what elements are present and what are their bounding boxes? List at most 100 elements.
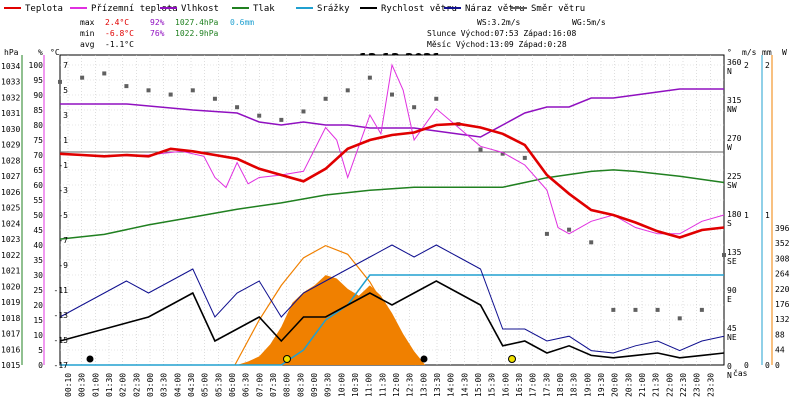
humidity-tick: 50: [33, 211, 43, 220]
x-axis-label: čas: [733, 368, 748, 378]
humidity-tick: 35: [33, 256, 43, 265]
temp-tick: -3: [58, 186, 68, 195]
hpa-tick: 1018: [1, 314, 20, 323]
stats-moon: Měsíc Východ:13:09 Západ:0:28: [427, 40, 567, 49]
stats-max-press: 1027.4hPa: [175, 18, 219, 27]
x-tick-label: 09:00: [310, 373, 319, 397]
humidity-tick: 20: [33, 301, 43, 310]
hpa-tick: 1023: [1, 235, 20, 244]
temp-tick: 1: [63, 136, 68, 145]
moonrise-marker: [420, 355, 428, 363]
direction-compass: SW: [727, 181, 737, 190]
legend: Teplota Přízemní teplota Vlhkost Tlak Srážky…: [4, 4, 585, 14]
stats-max-temp: 2.4°C: [105, 18, 129, 27]
hpa-tick: 1015: [1, 361, 20, 370]
rain-line: [60, 274, 724, 366]
temp-tick: 7: [63, 61, 68, 70]
x-tick-label: 11:30: [378, 373, 387, 397]
x-tick-label: 05:30: [214, 373, 223, 397]
wind-direction-point: [58, 79, 62, 84]
stats-ws: WS:3.2m/s: [477, 18, 521, 27]
x-tick-label: 18:30: [570, 373, 579, 397]
stats-min-label: min: [80, 29, 95, 38]
stats-max-rain: 0.6mm: [230, 18, 254, 27]
direction-axis-label: °: [727, 48, 732, 57]
ms-tick: 2: [744, 61, 749, 70]
x-tick-label: 21:00: [638, 373, 647, 397]
direction-compass: SE: [727, 257, 737, 266]
stats-max-label: max: [80, 18, 95, 27]
humidity-tick: 10: [33, 331, 43, 340]
mm-tick: 0: [765, 361, 770, 370]
solar-tick: 132: [775, 315, 790, 324]
x-tick-label: 14:00: [447, 373, 456, 397]
temp-tick: -1: [58, 161, 68, 170]
wind-direction-point: [323, 96, 328, 101]
solar-tick: 88: [775, 330, 785, 339]
x-tick-label: 22:00: [665, 373, 674, 397]
direction-compass: E: [727, 295, 732, 304]
ms-axis-label: m/s: [742, 48, 757, 57]
direction-compass: S: [727, 219, 732, 228]
direction-tick: 360: [727, 58, 742, 67]
direction-tick: 45: [727, 324, 737, 333]
wind-direction-point: [212, 96, 217, 101]
x-tick-label: 17:30: [542, 373, 551, 397]
direction-tick: 0: [727, 362, 732, 371]
solar-tick: 220: [775, 285, 790, 294]
hpa-tick: 1026: [1, 188, 20, 197]
temp-tick: -15: [54, 336, 69, 345]
wind-direction-point: [544, 231, 549, 236]
mm-tick: 1: [765, 211, 770, 220]
wind-direction-point: [390, 92, 394, 97]
legend-label-6: Náraz větru: [465, 4, 525, 14]
x-tick-label: 21:30: [652, 373, 661, 397]
mm-tick: 2: [765, 61, 770, 70]
wind-direction-point: [190, 88, 195, 93]
humidity-tick: 70: [33, 151, 43, 160]
wind-direction-point: [412, 105, 417, 110]
hpa-tick: 1021: [1, 267, 20, 276]
wind-direction-point: [655, 307, 660, 312]
x-tick-label: 16:30: [515, 373, 524, 397]
hpa-tick: 1028: [1, 156, 20, 165]
x-tick-label: 05:00: [201, 373, 210, 397]
humidity-tick: 65: [33, 166, 43, 175]
x-tick-label: 13:30: [433, 373, 442, 397]
stats-wg: WG:5m/s: [572, 18, 606, 27]
temp-tick: -11: [54, 286, 69, 295]
legend-label-7: Směr větru: [531, 4, 585, 14]
direction-tick: 225: [727, 172, 742, 181]
ground-temperature-line: [59, 63, 725, 235]
humidity-tick: 75: [33, 136, 43, 145]
humidity-tick: 95: [33, 76, 43, 85]
humidity-tick: 5: [38, 346, 43, 355]
solar-tick: 44: [775, 346, 785, 355]
direction-tick: 135: [727, 248, 742, 257]
solar-tick: 396: [775, 224, 790, 233]
stats-avg-label: avg: [80, 40, 95, 49]
wind-direction-point: [500, 151, 505, 156]
solar-tick: 308: [775, 254, 790, 263]
wind-direction-point: [478, 147, 483, 152]
x-tick-label: 02:30: [132, 373, 141, 397]
humidity-tick: 90: [33, 91, 43, 100]
wind-direction-point: [522, 155, 527, 160]
humidity-tick: 100: [29, 61, 44, 70]
x-tick-label: 13:00: [419, 373, 428, 397]
wind-speed-line: [59, 280, 725, 359]
direction-tick: 90: [727, 286, 737, 295]
x-tick-label: 04:30: [187, 373, 196, 397]
x-tick-label: 03:00: [146, 373, 155, 397]
temperature-line: [59, 122, 725, 239]
wind-direction-point: [367, 75, 372, 80]
sunset-marker: [508, 355, 516, 363]
x-tick-label: 18:00: [556, 373, 565, 397]
x-tick-label: 23:30: [706, 373, 715, 397]
x-tick-label: 10:30: [351, 373, 360, 397]
humidity-tick: 25: [33, 286, 43, 295]
temp-tick: -17: [54, 361, 69, 370]
wind-direction-point: [80, 75, 85, 80]
wind-direction-point: [124, 84, 129, 89]
